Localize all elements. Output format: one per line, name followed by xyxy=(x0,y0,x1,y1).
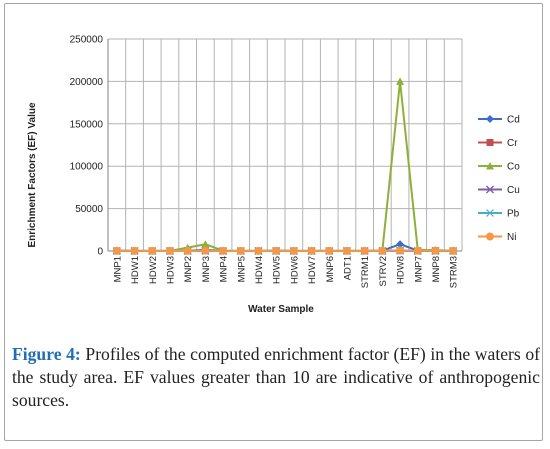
data-point-co xyxy=(201,240,210,248)
data-point-ni xyxy=(378,246,387,255)
y-tick-label: 50000 xyxy=(75,204,103,215)
x-tick-label: HDW6 xyxy=(289,256,300,284)
legend-label-ni: Ni xyxy=(507,232,516,243)
data-point-ni xyxy=(183,246,192,255)
y-tick-label: 0 xyxy=(97,247,103,258)
caption-text: Profiles of the computed enrichment fact… xyxy=(12,344,540,410)
x-tick-label: HDW1 xyxy=(130,256,141,284)
data-point-ni xyxy=(289,246,298,255)
legend: Cd Cr Co Cu Pb Ni xyxy=(478,115,520,243)
x-tick-label: HDW8 xyxy=(396,256,407,284)
x-tick-label: MNP7 xyxy=(413,256,424,282)
data-point-co xyxy=(396,77,405,85)
x-tick-label: MNP1 xyxy=(112,256,123,282)
data-point-ni xyxy=(219,246,228,255)
x-axis-label: Water Sample xyxy=(248,304,314,315)
series-lines xyxy=(112,77,458,255)
x-tick-label: STRM1 xyxy=(360,256,371,288)
y-axis-label: Enrichment Factors (EF) Value xyxy=(27,102,38,247)
data-point-cd xyxy=(396,240,405,249)
x-tick-label: ADT1 xyxy=(342,256,353,280)
legend-marker-cd xyxy=(486,115,494,123)
data-point-ni xyxy=(130,246,139,255)
x-tick-label: HDW2 xyxy=(148,256,159,284)
legend-label-pb: Pb xyxy=(507,209,520,220)
x-tick-label: STRV2 xyxy=(378,256,389,286)
data-point-ni xyxy=(413,246,422,255)
axes: 0 50000 100000 150000 200000 250000 MNP1 HDW1 HD… xyxy=(70,35,462,288)
data-point-ni xyxy=(307,246,316,255)
data-point-ni xyxy=(360,246,369,255)
data-point-ni xyxy=(449,246,458,255)
data-point-ni xyxy=(254,246,263,255)
x-tick-label: MNP5 xyxy=(236,256,247,282)
data-point-ni xyxy=(165,246,174,255)
legend-label-cd: Cd xyxy=(507,115,520,126)
data-point-ni xyxy=(325,246,334,255)
legend-label-cu: Cu xyxy=(507,185,520,196)
data-point-ni xyxy=(112,246,121,255)
data-point-ni xyxy=(396,246,405,255)
y-tick-label: 200000 xyxy=(70,77,104,88)
x-tick-label: HDW4 xyxy=(254,256,265,284)
y-tick-label: 150000 xyxy=(70,119,104,130)
legend-marker-cr xyxy=(486,139,494,146)
data-point-ni xyxy=(201,246,210,255)
data-point-ni xyxy=(431,246,440,255)
legend-marker-co xyxy=(486,162,494,170)
x-tick-label: HDW7 xyxy=(307,256,318,284)
legend-marker-ni xyxy=(486,232,494,241)
legend-marker-cu xyxy=(486,185,494,194)
line-chart: 0 50000 100000 150000 200000 250000 MNP1 HDW1 HD… xyxy=(27,35,520,316)
data-point-ni xyxy=(272,246,281,255)
gridlines xyxy=(107,38,463,252)
data-point-ni xyxy=(236,246,245,255)
x-tick-label: HDW5 xyxy=(272,256,283,284)
legend-label-cr: Cr xyxy=(507,138,518,149)
x-tick-label: MNP4 xyxy=(219,256,230,282)
figure-caption: Figure 4: Profiles of the computed enric… xyxy=(12,343,540,412)
x-tick-label: MNP3 xyxy=(201,256,212,282)
figure-label: Figure 4: xyxy=(12,344,81,364)
x-tick-label: MNP2 xyxy=(183,256,194,282)
data-point-ni xyxy=(342,246,351,255)
legend-label-co: Co xyxy=(507,162,520,173)
y-tick-label: 100000 xyxy=(70,162,104,173)
x-tick-label: MNP8 xyxy=(431,256,442,282)
legend-marker-pb xyxy=(485,209,495,217)
y-tick-label: 250000 xyxy=(70,35,104,46)
x-tick-label: HDW3 xyxy=(165,256,176,284)
x-tick-label: STRM3 xyxy=(449,256,460,288)
x-tick-label: MNP6 xyxy=(325,256,336,282)
figure-frame xyxy=(4,3,543,441)
data-point-ni xyxy=(148,246,157,255)
